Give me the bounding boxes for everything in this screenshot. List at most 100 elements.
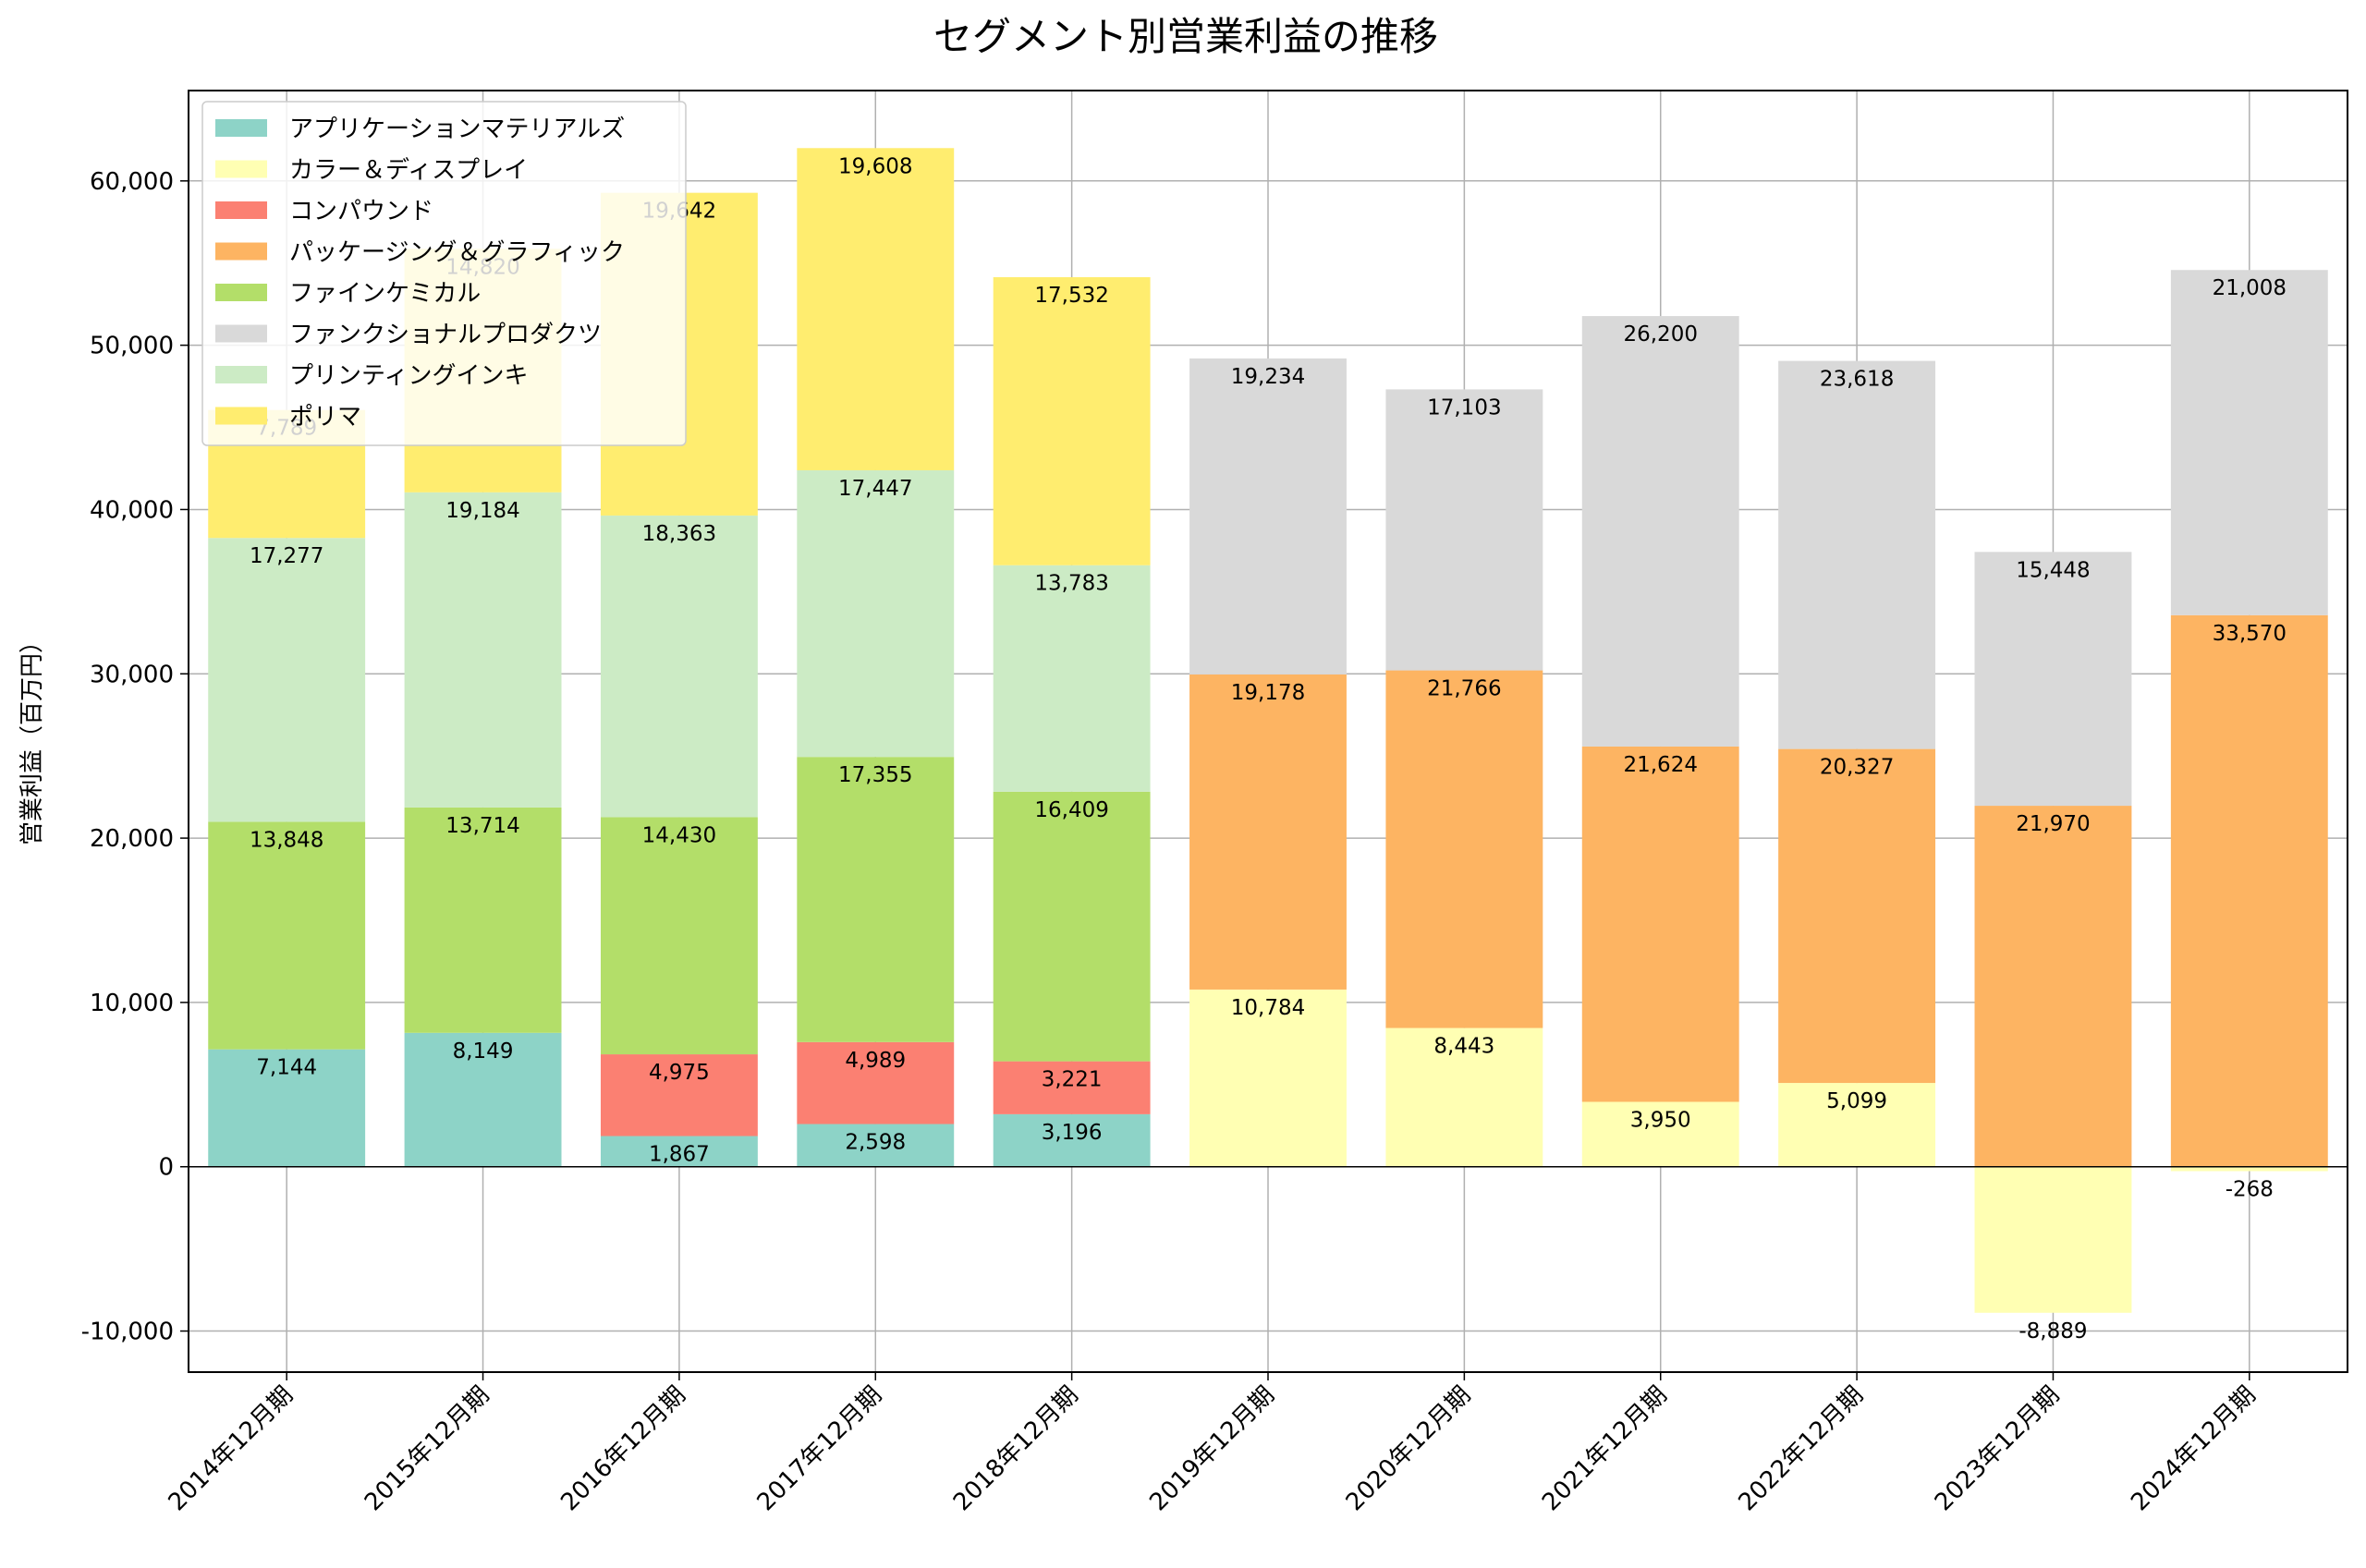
data-label: 20,327 [1820, 756, 1894, 780]
data-label: 19,608 [838, 154, 912, 178]
bar-segment [993, 1061, 1151, 1114]
legend-swatch [215, 407, 267, 425]
data-label: 17,103 [1427, 395, 1501, 419]
bar-segment [1778, 748, 1936, 1084]
bar-segment [797, 148, 955, 470]
data-label: 8,149 [453, 1039, 514, 1064]
legend-swatch [215, 284, 267, 301]
legend-swatch [215, 242, 267, 261]
bar-segment [993, 276, 1151, 565]
legend-swatch [215, 119, 267, 137]
x-tick-label: 2019年12月期 [1144, 1381, 1280, 1517]
bar-segment [208, 1049, 366, 1167]
data-label: -8,889 [2018, 1319, 2087, 1343]
bar-segment [1778, 360, 1936, 749]
data-label: 17,532 [1034, 284, 1108, 308]
data-label: 21,766 [1427, 677, 1501, 701]
bar-segment [797, 469, 955, 758]
y-tick-label: 40,000 [90, 496, 174, 524]
bar-segment [600, 1054, 758, 1136]
data-label: 13,783 [1034, 572, 1108, 596]
bar-segment [404, 807, 562, 1033]
legend-entry: コンパウンド [289, 198, 433, 225]
chart-title: セグメント別営業利益の推移 [933, 14, 1438, 59]
bar-segment [797, 1124, 955, 1167]
bar-segment [1189, 358, 1347, 675]
bar-segment [993, 1113, 1151, 1167]
bar-segment [404, 1032, 562, 1167]
data-label: 21,970 [2016, 812, 2090, 836]
bar-segment [208, 538, 366, 822]
x-tick-label: 2018年12月期 [948, 1381, 1084, 1517]
legend-swatch [215, 324, 267, 343]
bar-segment [208, 821, 366, 1050]
data-label: 19,178 [1231, 681, 1305, 705]
legend-swatch [215, 201, 267, 219]
bar-segment [600, 1136, 758, 1167]
legend-entry: アプリケーションマテリアルズ [289, 115, 625, 143]
bar-segment [1189, 674, 1347, 990]
bar-segment [1581, 316, 1739, 747]
data-label: 19,184 [445, 499, 519, 523]
x-tick-label: 2014年12月期 [164, 1381, 299, 1517]
data-label: 33,570 [2213, 622, 2287, 646]
data-label: 15,448 [2016, 558, 2090, 582]
bar-segment [2170, 614, 2328, 1167]
bar-segment [2170, 1166, 2328, 1172]
y-tick-label: 30,000 [90, 661, 174, 688]
y-axis-label: 営業利益（百万円） [18, 629, 46, 845]
plot-frame [188, 90, 2348, 1373]
data-label: 10,784 [1231, 996, 1305, 1020]
bar-segment [797, 757, 955, 1042]
x-tick-label: 2015年12月期 [360, 1381, 495, 1517]
data-label: 19,234 [1231, 365, 1305, 389]
data-label: 8,443 [1433, 1035, 1494, 1059]
y-tick-label: 10,000 [90, 990, 174, 1017]
y-tick-label: -10,000 [81, 1319, 174, 1346]
x-tick-label: 2021年12月期 [1537, 1381, 1673, 1517]
bar-segment [1778, 1083, 1936, 1167]
data-label: 17,355 [838, 763, 912, 787]
legend-entry: プリンティングインキ [289, 362, 528, 390]
bar-segment [1974, 806, 2132, 1167]
y-tick-label: 60,000 [90, 168, 174, 196]
bar-segment [993, 791, 1151, 1062]
data-label: 5,099 [1826, 1089, 1887, 1113]
bar-segment [1974, 552, 2132, 807]
data-label: 21,624 [1623, 753, 1697, 777]
data-label: 26,200 [1623, 322, 1697, 346]
bar-segment [1189, 989, 1347, 1167]
x-tick-label: 2020年12月期 [1341, 1381, 1477, 1517]
data-label: 13,848 [250, 828, 323, 852]
data-label: 3,196 [1042, 1121, 1103, 1145]
legend-entry: ファインケミカル [289, 280, 481, 308]
bar-segment [797, 1041, 955, 1124]
data-label: 18,363 [642, 522, 716, 546]
data-label: 3,950 [1630, 1108, 1691, 1132]
legend-swatch [215, 160, 267, 178]
bar-segment [404, 492, 562, 808]
bar-segment [1385, 1027, 1543, 1167]
data-label: 17,277 [250, 544, 323, 568]
bar-segment [1385, 389, 1543, 671]
bar-segment [993, 565, 1151, 792]
x-tick-label: 2024年12月期 [2126, 1381, 2262, 1517]
legend-entry: ポリマ [289, 404, 361, 432]
data-label: 13,714 [445, 814, 519, 838]
data-label: 23,618 [1820, 368, 1894, 392]
data-label: 14,430 [642, 823, 716, 847]
bar-segment [1974, 1166, 2132, 1313]
data-label: 4,975 [649, 1061, 710, 1085]
data-label: -268 [2226, 1177, 2274, 1201]
x-tick-label: 2017年12月期 [752, 1381, 888, 1517]
legend: アプリケーションマテリアルズカラー＆ディスプレイコンパウンドパッケージング＆グラ… [201, 101, 687, 446]
legend-entry: カラー＆ディスプレイ [289, 157, 528, 185]
legend-entry: ファンクショナルプロダクツ [289, 322, 602, 349]
bar-segment [2170, 270, 2328, 615]
legend-box [201, 101, 687, 446]
legend-entry: パッケージング＆グラフィック [289, 239, 625, 267]
data-label: 3,221 [1042, 1068, 1103, 1092]
y-tick-label: 20,000 [90, 825, 174, 853]
